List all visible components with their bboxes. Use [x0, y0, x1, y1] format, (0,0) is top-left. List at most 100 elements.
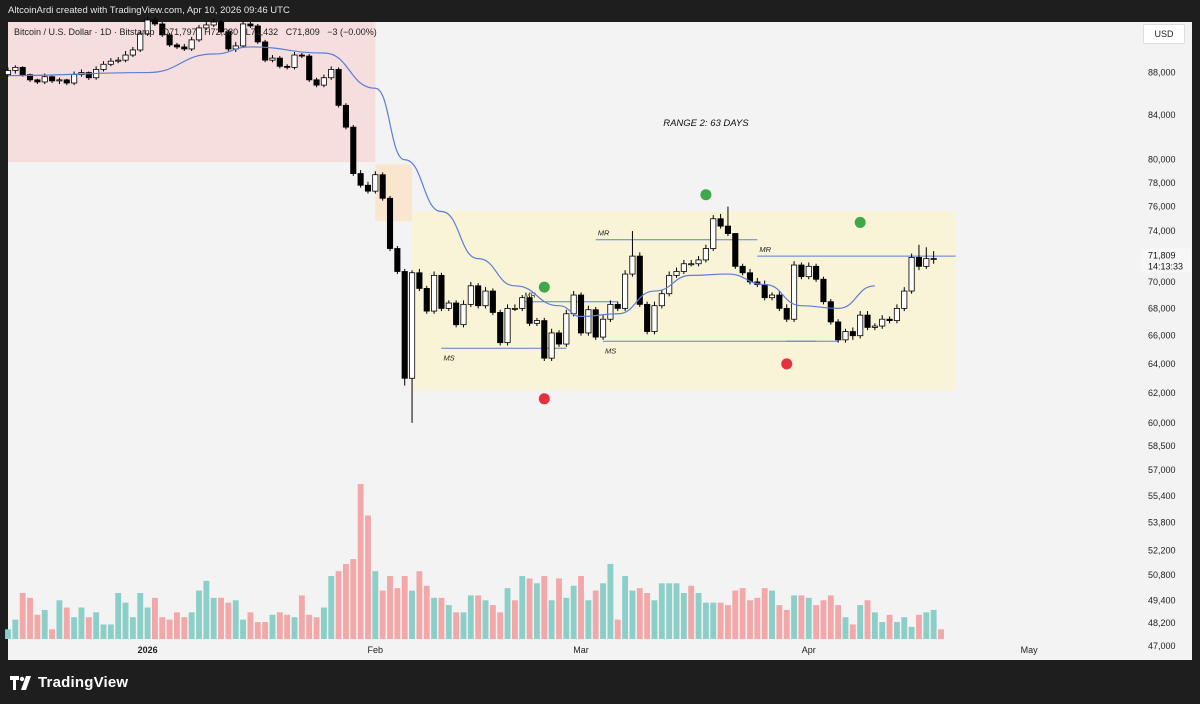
time-tick-0: 2026: [138, 645, 158, 655]
volume-bar-121: [893, 622, 900, 639]
candle-56: [416, 268, 423, 292]
volume-bar-42: [313, 617, 320, 639]
volume-bar-49: [365, 515, 371, 639]
candle-body-114: [842, 331, 849, 341]
volume-bar-108: [798, 595, 805, 639]
candle-body-73: [541, 320, 548, 359]
tradingview-logo[interactable]: TradingView: [10, 674, 128, 691]
candle-body-66: [489, 290, 496, 313]
candle-72: [533, 317, 540, 327]
candle-46: [342, 103, 349, 130]
candle-114: [842, 328, 849, 343]
volume-bar-91: [673, 583, 680, 639]
candle-body-69: [511, 307, 518, 310]
candle-112: [827, 299, 834, 325]
candle-body-106: [783, 307, 790, 320]
volume-bar-90: [666, 583, 673, 639]
moving-average-layer: [7, 46, 875, 318]
volume-bar-19: [144, 607, 151, 639]
volume-bar-106: [783, 609, 790, 639]
candle-81: [600, 315, 607, 340]
candle-body-78: [577, 294, 585, 334]
candle-55: [409, 270, 416, 423]
candle-body-41: [306, 55, 313, 81]
candle-44: [328, 66, 335, 80]
candle-113: [835, 319, 842, 343]
candle-24: [181, 43, 188, 51]
candle-body-35: [262, 41, 269, 61]
candle-body-100: [739, 265, 746, 274]
candle-body-119: [879, 318, 886, 327]
candle-82: [607, 300, 614, 322]
volume-bar-8: [63, 607, 70, 639]
candle-body-62: [460, 303, 467, 326]
volume-bar-60: [445, 605, 452, 639]
level-label-4: MR: [759, 245, 771, 254]
candle-104: [768, 292, 776, 301]
candle-body-98: [724, 225, 731, 234]
level-label-1: MR: [524, 291, 536, 300]
candle-20: [151, 17, 158, 26]
candle-body-11: [85, 72, 92, 79]
price-tick-19: 49,400: [1148, 596, 1176, 606]
volume-bar-31: [232, 600, 239, 639]
candle-19: [144, 17, 151, 36]
candle-body-30: [225, 31, 232, 50]
volume-bar-74: [548, 600, 555, 639]
currency-button[interactable]: USD: [1143, 24, 1185, 44]
candle-71: [526, 296, 533, 327]
candle-body-44: [328, 69, 335, 79]
volume-bar-53: [394, 588, 401, 639]
candle-body-116: [857, 314, 864, 337]
candle-109: [805, 262, 812, 280]
symbol-label: Bitcoin / U.S. Dollar · 1D · Bitstamp: [14, 27, 155, 37]
candle-body-32: [240, 23, 247, 47]
candle-body-95: [702, 248, 709, 261]
candle-119: [879, 315, 886, 329]
candle-57: [423, 285, 430, 314]
candle-95: [702, 244, 709, 263]
volume-bar-73: [541, 576, 548, 639]
candle-51: [379, 172, 386, 201]
candle-body-65: [482, 290, 489, 307]
candle-50: [372, 171, 379, 194]
volume-bar-123: [908, 626, 915, 639]
annotation-layer: RANGE 2: 63 DAYS: [663, 118, 749, 129]
zone-layer: [8, 22, 956, 390]
volume-bar-20: [151, 597, 158, 639]
candle-body-125: [923, 258, 930, 267]
candle-body-60: [445, 302, 452, 309]
volume-bar-96: [710, 602, 717, 639]
candle-67: [497, 309, 504, 346]
candle-body-99: [732, 233, 739, 267]
volume-bar-116: [857, 605, 864, 639]
marker-dot-2: [700, 189, 712, 201]
volume-bar-6: [49, 629, 56, 639]
candle-body-50: [372, 174, 379, 192]
volume-bar-69: [511, 600, 518, 639]
candle-body-3: [26, 74, 34, 81]
candle-body-126: [930, 258, 937, 260]
time-tick-4: May: [1021, 645, 1039, 655]
range-annotation: RANGE 2: 63 DAYS: [663, 118, 749, 129]
candle-body-103: [761, 284, 768, 299]
candle-body-96: [710, 218, 717, 249]
candle-body-81: [600, 318, 607, 338]
last-price-countdown: 14:13:33: [1148, 262, 1183, 272]
volume-bar-13: [100, 624, 107, 639]
candle-27: [203, 22, 210, 30]
volume-bar-7: [56, 600, 63, 639]
price-tick-18: 50,800: [1148, 570, 1176, 580]
candle-84: [622, 270, 629, 312]
volume-bar-112: [827, 595, 834, 639]
candle-88: [651, 301, 658, 335]
volume-bar-83: [614, 619, 621, 639]
candle-body-5: [41, 76, 48, 83]
volume-bar-98: [725, 605, 731, 639]
candle-body-25: [188, 39, 195, 50]
volume-bar-18: [137, 592, 144, 639]
volume-bar-1: [12, 619, 19, 639]
candle-body-82: [607, 303, 614, 320]
volume-bar-72: [534, 583, 540, 639]
